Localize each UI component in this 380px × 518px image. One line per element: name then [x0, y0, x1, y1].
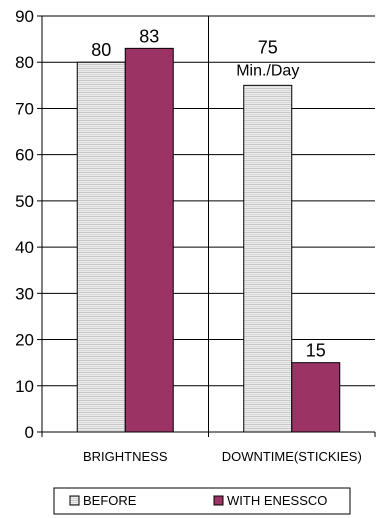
- y-tick-label: 30: [15, 284, 34, 303]
- legend-swatch: [69, 495, 80, 506]
- legend-label: BEFORE: [83, 493, 137, 508]
- y-tick-label: 40: [15, 238, 34, 257]
- y-tick-label: 80: [15, 53, 34, 72]
- y-tick-label: 10: [15, 377, 34, 396]
- legend-swatch: [213, 495, 224, 506]
- y-tick-label: 70: [15, 99, 34, 118]
- annotation-label: Min./Day: [236, 62, 299, 79]
- data-label: 80: [91, 40, 111, 60]
- x-category-label: DOWNTIME(STICKIES): [222, 449, 362, 464]
- bar-with-enessco: [124, 47, 174, 433]
- data-label: 83: [139, 26, 159, 46]
- bar-before: [243, 84, 293, 433]
- y-tick-label: 0: [25, 423, 34, 442]
- legend-label: WITH ENESSCO: [227, 493, 327, 508]
- data-label: 75: [258, 37, 278, 57]
- bar-before: [76, 61, 126, 433]
- y-tick-label: 60: [15, 146, 34, 165]
- y-tick-label: 90: [15, 7, 34, 26]
- data-label: 15: [306, 341, 326, 361]
- legend-box: [53, 487, 351, 515]
- x-category-label: BRIGHTNESS: [83, 449, 168, 464]
- bar-with-enessco: [291, 362, 341, 433]
- y-tick-label: 50: [15, 192, 34, 211]
- y-tick-label: 20: [15, 331, 34, 350]
